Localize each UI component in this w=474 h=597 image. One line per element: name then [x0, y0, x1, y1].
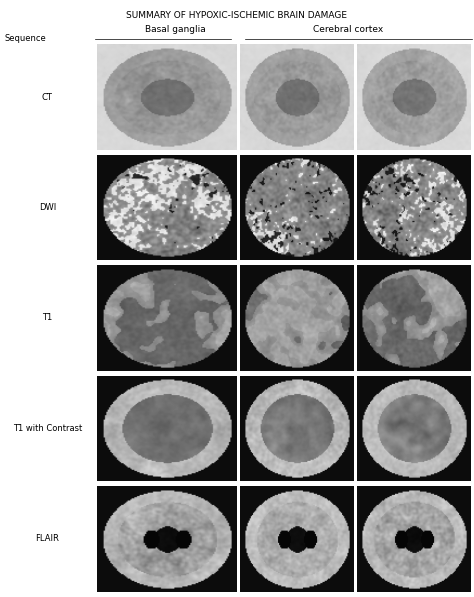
Text: FLAIR: FLAIR [36, 534, 59, 543]
Text: Sequence: Sequence [5, 34, 46, 44]
Text: Cerebral cortex: Cerebral cortex [313, 25, 383, 34]
Text: SUMMARY OF HYPOXIC-ISCHEMIC BRAIN DAMAGE: SUMMARY OF HYPOXIC-ISCHEMIC BRAIN DAMAGE [127, 11, 347, 20]
Text: CT: CT [42, 93, 53, 101]
Text: T1 with Contrast: T1 with Contrast [13, 424, 82, 433]
Text: DWI: DWI [39, 203, 56, 212]
Text: Basal ganglia: Basal ganglia [145, 25, 206, 34]
Text: T1: T1 [42, 313, 53, 322]
